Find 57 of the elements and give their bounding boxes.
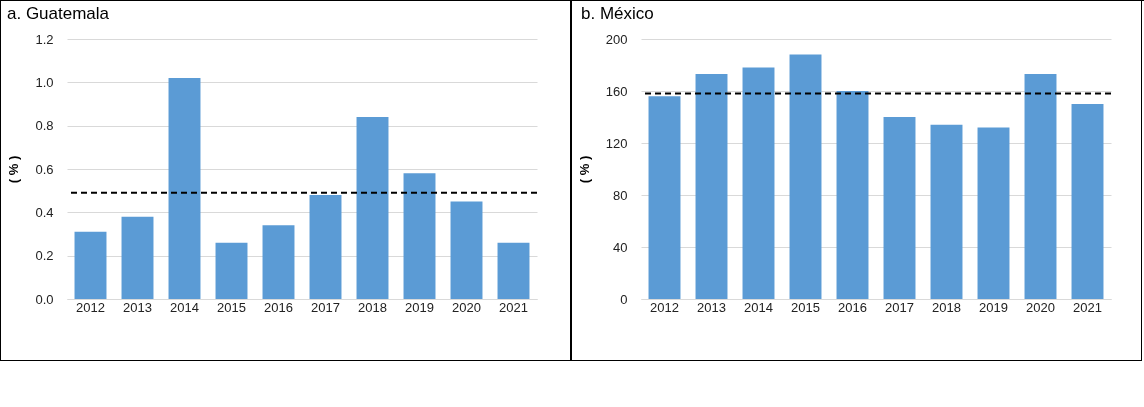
x-tick-label: 2017 [885, 299, 914, 315]
x-tick-label: 2015 [217, 299, 246, 315]
x-tick-label: 2014 [170, 299, 199, 315]
bar [789, 54, 822, 299]
y-axis-title: ( % ) [6, 155, 22, 184]
x-tick-label: 2013 [123, 299, 152, 315]
x-tick-label: 2021 [1073, 299, 1102, 315]
bar [836, 91, 869, 299]
bar [74, 231, 107, 299]
x-tick-label: 2018 [932, 299, 961, 315]
x-tick-label: 2019 [979, 299, 1008, 315]
bar [403, 173, 436, 299]
y-tick-label: 200 [605, 31, 628, 47]
bar [1071, 104, 1104, 299]
bar [450, 201, 483, 299]
y-tick-label: 0 [620, 291, 628, 307]
x-tick-label: 2019 [405, 299, 434, 315]
bar [121, 216, 154, 299]
x-tick-label: 2014 [744, 299, 773, 315]
x-tick-label: 2013 [697, 299, 726, 315]
bar [883, 117, 916, 299]
bar [168, 78, 201, 299]
chart-title: a. Guatemala [7, 4, 110, 23]
x-tick-label: 2017 [311, 299, 340, 315]
x-tick-label: 2016 [264, 299, 293, 315]
y-tick-label: 40 [613, 239, 628, 255]
chart-title: b. México [581, 4, 654, 23]
x-tick-label: 2020 [1026, 299, 1055, 315]
x-tick-label: 2018 [358, 299, 387, 315]
bar [1024, 74, 1057, 299]
y-tick-label: 0.0 [35, 291, 54, 307]
bar [497, 242, 530, 299]
y-tick-label: 0.8 [35, 118, 54, 134]
x-tick-label: 2012 [650, 299, 679, 315]
bar [262, 225, 295, 299]
x-tick-label: 2012 [76, 299, 105, 315]
bar [215, 242, 248, 299]
x-tick-label: 2021 [499, 299, 528, 315]
y-tick-label: 1.0 [35, 74, 54, 90]
y-tick-label: 1.2 [35, 31, 54, 47]
y-tick-label: 0.2 [35, 248, 54, 264]
y-tick-label: 0.4 [35, 204, 54, 220]
bar [695, 74, 728, 299]
y-tick-label: 0.6 [35, 161, 54, 177]
bar [309, 195, 342, 299]
y-tick-label: 80 [613, 187, 628, 203]
bar [930, 124, 963, 299]
y-axis-title: ( % ) [576, 155, 592, 184]
x-tick-label: 2016 [838, 299, 867, 315]
bar [742, 67, 775, 299]
y-tick-label: 120 [605, 135, 628, 151]
x-tick-label: 2015 [791, 299, 820, 315]
bar [977, 127, 1010, 299]
bar [356, 117, 389, 299]
y-tick-label: 160 [605, 83, 628, 99]
x-tick-label: 2020 [452, 299, 481, 315]
bar [648, 96, 681, 299]
